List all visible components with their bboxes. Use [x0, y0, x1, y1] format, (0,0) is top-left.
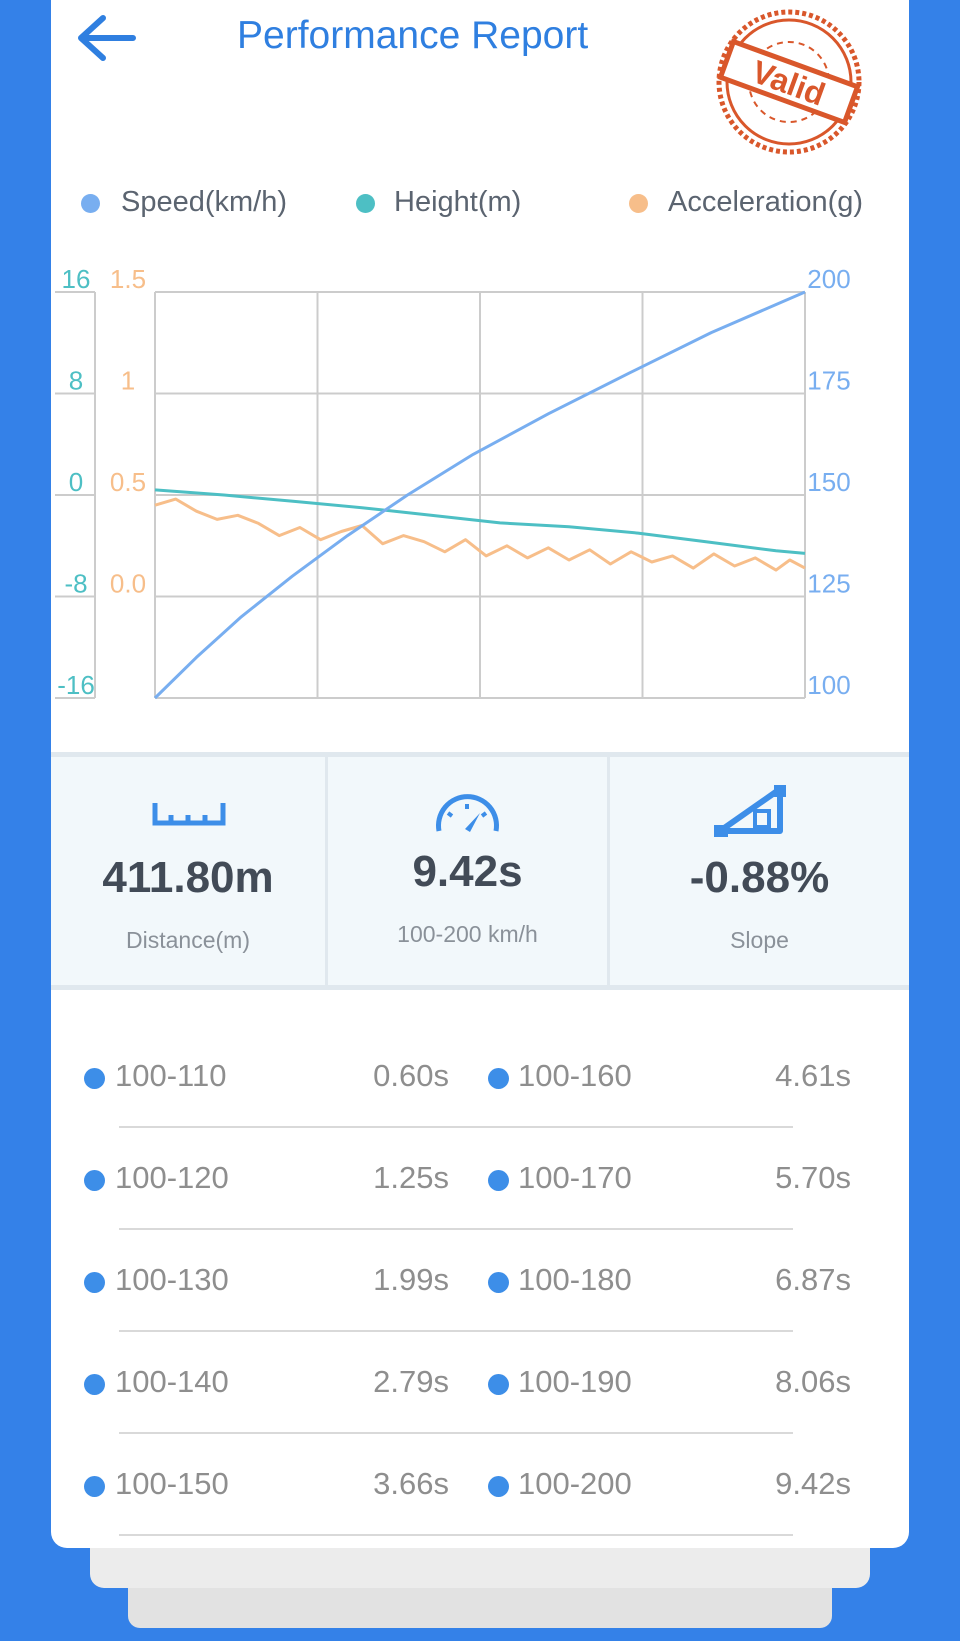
- split-range: 100-190: [518, 1364, 632, 1399]
- split-time: 0.60s: [373, 1058, 449, 1093]
- height-tick-label: 0: [69, 467, 83, 497]
- split-range: 100-120: [115, 1160, 229, 1195]
- split-time: 1.99s: [373, 1262, 449, 1297]
- speed-tick-label: 100: [807, 670, 850, 700]
- split-range: 100-130: [115, 1262, 229, 1297]
- acceleration-tick-label: 1.5: [110, 264, 146, 294]
- height-tick-label: 16: [62, 264, 91, 294]
- bullet-icon: [84, 1068, 105, 1089]
- split-row: 100-130 1.99s 100-180 6.87s: [51, 1244, 909, 1346]
- split-time: 8.06s: [775, 1364, 851, 1399]
- split-row: 100-120 1.25s 100-170 5.70s: [51, 1142, 909, 1244]
- row-divider: [119, 1534, 793, 1536]
- report-card: Performance Report Valid Speed(km/h) Hei…: [51, 0, 909, 1548]
- speed-tick-label: 150: [807, 467, 850, 497]
- split-range: 100-170: [518, 1160, 632, 1195]
- split-range: 100-140: [115, 1364, 229, 1399]
- bullet-icon: [488, 1272, 509, 1293]
- stat-distance-value: 411.80m: [102, 853, 274, 902]
- acceleration-tick-label: 1: [121, 366, 135, 396]
- split-range: 100-110: [115, 1058, 227, 1093]
- stat-time: 9.42s 100-200 km/h: [328, 757, 607, 985]
- stat-divider: [607, 757, 610, 985]
- legend-label-height: Height(m): [394, 186, 522, 218]
- bullet-icon: [488, 1374, 509, 1395]
- speed-tick-label: 125: [807, 569, 850, 599]
- bullet-icon: [488, 1476, 509, 1497]
- split-time: 1.25s: [373, 1160, 449, 1195]
- stat-distance: 411.80m Distance(m): [51, 757, 325, 985]
- legend-label-acceleration: Acceleration(g): [668, 186, 864, 218]
- arrow-left-icon: [78, 15, 136, 61]
- bullet-icon: [84, 1476, 105, 1497]
- speed-tick-label: 175: [807, 366, 850, 396]
- row-divider: [119, 1432, 793, 1434]
- stat-slope: -0.88% Slope: [610, 757, 909, 985]
- performance-chart: 16 8 0 -8 -16 1.5 1 0.5 0.0 200 175 150 125 100: [55, 264, 851, 700]
- speedometer-icon: [436, 794, 499, 832]
- bullet-icon: [84, 1170, 105, 1191]
- split-row: 100-110 0.60s 100-160 4.61s: [51, 1040, 909, 1142]
- legend-dot-height: [356, 194, 375, 213]
- bullet-icon: [488, 1170, 509, 1191]
- row-divider: [119, 1228, 793, 1230]
- valid-stamp-icon: Valid: [716, 9, 862, 155]
- split-range: 100-200: [518, 1466, 632, 1501]
- header: Performance Report Valid: [51, 0, 909, 160]
- stat-slope-label: Slope: [730, 927, 789, 953]
- legend-label-speed: Speed(km/h): [121, 186, 288, 218]
- split-time: 4.61s: [775, 1058, 851, 1093]
- stat-time-label: 100-200 km/h: [397, 921, 538, 947]
- split-time: 6.87s: [775, 1262, 851, 1297]
- series-line-speed: [153, 290, 806, 700]
- split-range: 100-160: [518, 1058, 632, 1093]
- height-tick-label: -8: [64, 569, 87, 599]
- back-button[interactable]: [73, 12, 141, 64]
- stats-panel: 411.80m Distance(m) 9.42s 100-200 km/h -…: [51, 752, 909, 990]
- split-row: 100-140 2.79s 100-190 8.06s: [51, 1346, 909, 1448]
- acceleration-tick-label: 0.5: [110, 467, 146, 497]
- split-time: 9.42s: [775, 1466, 851, 1501]
- split-range: 100-180: [518, 1262, 632, 1297]
- bullet-icon: [84, 1272, 105, 1293]
- height-tick-label: 8: [69, 366, 83, 396]
- split-range: 100-150: [115, 1466, 229, 1501]
- bullet-icon: [84, 1374, 105, 1395]
- legend-dot-speed: [81, 194, 100, 213]
- split-time: 2.79s: [373, 1364, 449, 1399]
- split-row: 100-150 3.66s 100-200 9.42s: [51, 1448, 909, 1548]
- split-time: 3.66s: [373, 1466, 449, 1501]
- slope-icon: [714, 785, 786, 837]
- series-line-acceleration: [154, 497, 806, 572]
- stat-time-value: 9.42s: [412, 847, 523, 896]
- row-divider: [119, 1126, 793, 1128]
- stat-slope-value: -0.88%: [689, 853, 830, 902]
- split-time: 5.70s: [775, 1160, 851, 1195]
- series-line-height: [154, 488, 806, 555]
- chart-legend: Speed(km/h) Height(m) Acceleration(g): [51, 186, 909, 234]
- page-title: Performance Report: [237, 14, 589, 57]
- ruler-icon: [152, 803, 226, 826]
- row-divider: [119, 1330, 793, 1332]
- height-tick-label: -16: [57, 670, 95, 700]
- stat-distance-label: Distance(m): [126, 927, 250, 953]
- stat-divider: [325, 757, 328, 985]
- speed-tick-label: 200: [807, 264, 850, 294]
- bullet-icon: [488, 1068, 509, 1089]
- acceleration-tick-label: 0.0: [110, 569, 146, 599]
- legend-dot-acceleration: [629, 194, 648, 213]
